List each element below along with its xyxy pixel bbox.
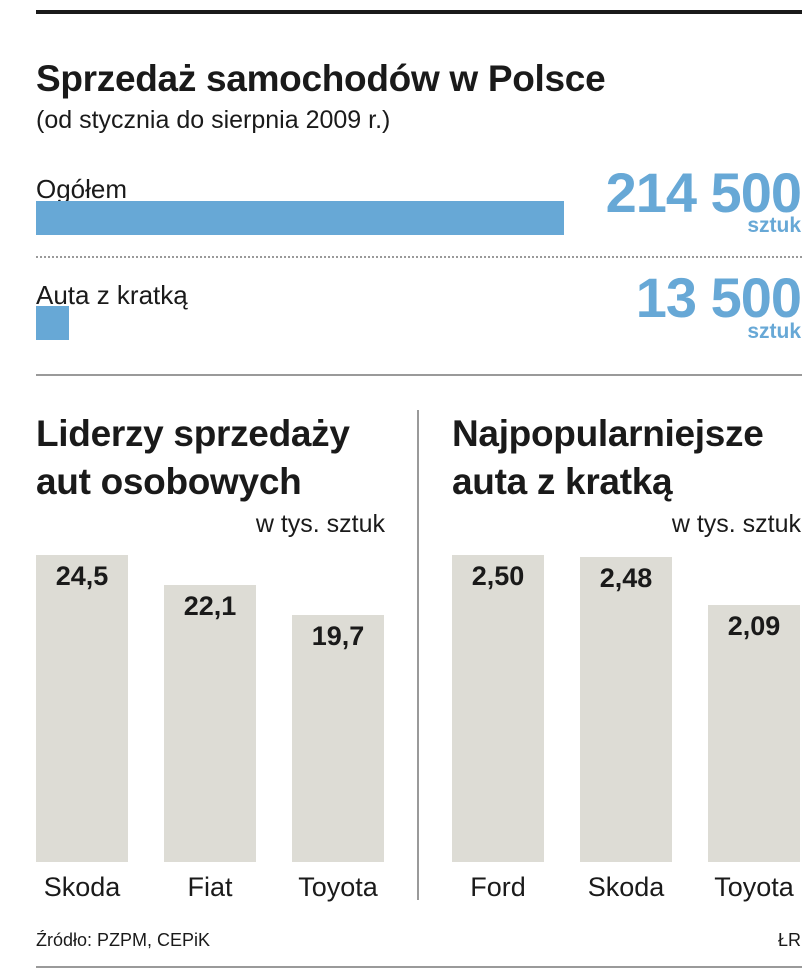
bar-value-label: 2,48 (599, 563, 653, 593)
category-label: Skoda (43, 872, 121, 902)
bar-value-label: 19,7 (311, 621, 365, 651)
bar-value-label: 2,09 (727, 611, 781, 641)
bar-skoda (580, 557, 672, 862)
bar-toyota (292, 615, 384, 862)
dotted-divider (36, 256, 802, 258)
right-bar-chart: 2,50 Ford 2,48 Skoda 2,09 Toyota (452, 540, 802, 902)
total-value-grille: 13 500 (635, 266, 802, 329)
total-unit-grille: sztuk (747, 320, 801, 343)
infographic-subtitle: (od stycznia do sierpnia 2009 r.) (36, 106, 391, 134)
total-bar-grille (36, 306, 69, 340)
source-note: Źródło: PZPM, CEPiK (36, 930, 211, 950)
bar-value-label: 24,5 (55, 561, 109, 591)
bar-ford (452, 555, 544, 862)
left-panel-title-line1: Liderzy sprzedaży (36, 413, 350, 454)
right-panel-title: Najpopularniejsze auta z kratką (452, 410, 764, 506)
top-rule (36, 10, 802, 14)
category-label: Fiat (187, 872, 233, 902)
right-panel-title-line1: Najpopularniejsze (452, 413, 764, 454)
bar-fiat (164, 585, 256, 862)
category-label: Toyota (714, 872, 794, 902)
left-bar-chart: 24,5 Skoda 22,1 Fiat 19,7 Toyota (36, 540, 386, 902)
bar-value-label: 22,1 (183, 591, 237, 621)
total-label-overall: Ogółem (36, 174, 128, 204)
bar-value-label: 2,50 (471, 561, 525, 591)
author-credit: ŁR (777, 930, 801, 950)
bottom-rule (36, 966, 802, 968)
total-unit-overall: sztuk (747, 214, 801, 237)
bar-skoda (36, 555, 128, 862)
infographic-title: Sprzedaż samochodów w Polsce (36, 58, 606, 99)
section-divider (36, 374, 802, 376)
left-panel-title-line2: aut osobowych (36, 461, 302, 502)
panel-separator (417, 410, 419, 900)
category-label: Skoda (587, 872, 665, 902)
bar-toyota (708, 605, 800, 862)
right-panel-title-line2: auta z kratką (452, 461, 673, 502)
total-label-grille: Auta z kratką (36, 280, 188, 310)
right-panel-unit: w tys. sztuk (671, 510, 801, 538)
left-panel-title: Liderzy sprzedaży aut osobowych (36, 410, 350, 506)
left-panel-unit: w tys. sztuk (255, 510, 385, 538)
total-value-overall: 214 500 (605, 161, 802, 224)
category-label: Ford (470, 872, 526, 902)
total-bar-overall (36, 201, 564, 235)
category-label: Toyota (298, 872, 378, 902)
